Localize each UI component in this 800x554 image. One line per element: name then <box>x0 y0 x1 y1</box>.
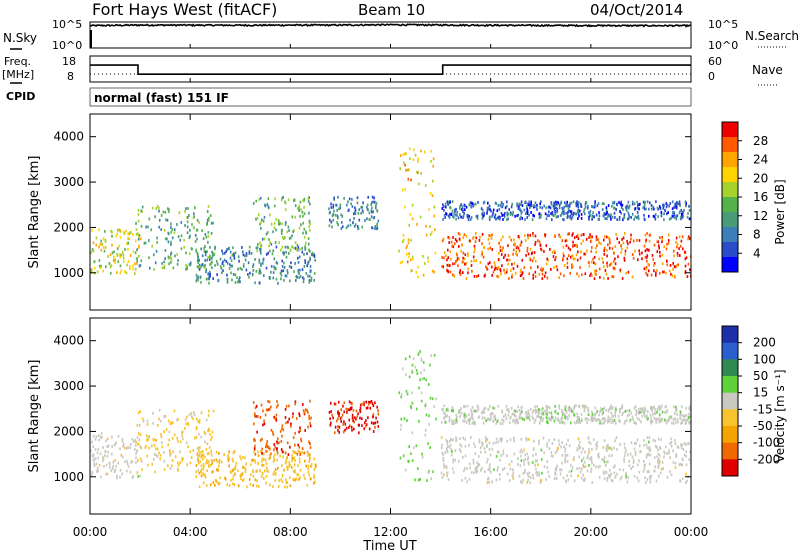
nsky-series-line <box>89 23 692 28</box>
y-tick-label: 3000 <box>53 379 84 393</box>
power-colorbar-swatch <box>722 152 738 168</box>
velocity-colorbar-swatch <box>722 426 738 444</box>
nsky-label: N.Sky <box>3 31 37 45</box>
velocity-scatter-region <box>195 449 317 489</box>
velocity-colorbar-tick-label: 100 <box>753 352 776 366</box>
velocity-scatter-region <box>90 431 142 480</box>
cpid-label: CPID <box>6 90 35 103</box>
power-colorbar-tick-label: 24 <box>753 153 768 167</box>
power-scatter-region <box>252 195 312 253</box>
velocity-y-axis-title: Slant Range [km] <box>27 360 42 473</box>
velocity-scatter-region <box>440 404 691 426</box>
velocity-colorbar-tick-label: -15 <box>753 402 773 416</box>
velocity-colorbar-swatch <box>722 359 738 377</box>
power-colorbar-swatch <box>722 182 738 198</box>
power-colorbar-swatch <box>722 212 738 228</box>
power-scatter-region <box>441 200 691 222</box>
noise-tick-top: 10^5 <box>52 18 82 31</box>
velocity-colorbar-tick-label: -50 <box>753 419 773 433</box>
velocity-scatter-region <box>252 399 312 457</box>
power-scatter-region <box>398 147 437 279</box>
date-label: 04/Oct/2014 <box>590 1 683 19</box>
nave-label: Nave <box>752 63 783 77</box>
velocity-colorbar-tick-label: 50 <box>753 369 768 383</box>
noise-tick-bottom-right: 10^0 <box>708 39 738 52</box>
velocity-colorbar-swatch <box>722 392 738 410</box>
nave-tick-top: 60 <box>708 55 722 68</box>
freq-tick-bottom: 8 <box>67 70 74 83</box>
freq-tick-top: 18 <box>62 55 76 68</box>
power-colorbar-tick-label: 28 <box>753 134 768 148</box>
x-tick-label: 16:00 <box>473 525 508 539</box>
station-title: Fort Hays West (fitACF) <box>92 0 277 19</box>
x-tick-label: 12:00 <box>373 525 408 539</box>
velocity-colorbar-swatch <box>722 376 738 394</box>
power-colorbar-swatch <box>722 197 738 213</box>
velocity-colorbar-swatch <box>722 459 738 477</box>
power-colorbar-title: Power [dB] <box>773 179 787 244</box>
freq-label: Freq. <box>4 55 31 68</box>
y-tick-label: 2000 <box>53 220 84 234</box>
power-scatter-region <box>135 205 216 271</box>
x-tick-label: 04:00 <box>173 525 208 539</box>
y-tick-label: 1000 <box>53 266 84 280</box>
x-tick-label: 08:00 <box>273 525 308 539</box>
noise-tick-bottom: 10^0 <box>52 39 82 52</box>
power-scatter-region <box>328 195 380 231</box>
y-tick-label: 1000 <box>53 470 84 484</box>
power-colorbar-swatch <box>722 242 738 258</box>
freq-unit-label: [MHz] <box>2 68 34 81</box>
velocity-colorbar-swatch <box>722 409 738 427</box>
power-scatter-region <box>195 245 316 285</box>
power-colorbar-swatch <box>722 227 738 243</box>
velocity-colorbar-title: Velocity [m s⁻¹] <box>773 369 787 462</box>
nave-tick-bottom: 0 <box>708 70 715 83</box>
power-scatter-region <box>90 228 142 275</box>
freq-series-line <box>90 64 691 75</box>
velocity-colorbar-tick-label: 200 <box>753 336 776 350</box>
noise-tick-top-right: 10^5 <box>708 18 738 31</box>
velocity-scatter-region <box>440 436 691 485</box>
y-tick-label: 2000 <box>53 424 84 438</box>
x-axis-title: Time UT <box>362 539 416 554</box>
y-tick-label: 3000 <box>53 175 84 189</box>
velocity-colorbar-swatch <box>722 442 738 460</box>
y-tick-label: 4000 <box>53 130 84 144</box>
power-scatter-region <box>441 232 691 281</box>
power-colorbar-tick-label: 20 <box>753 171 768 185</box>
power-colorbar-swatch <box>722 167 738 183</box>
velocity-scatter-region <box>398 350 437 482</box>
velocity-colorbar-tick-label: -100 <box>753 436 780 450</box>
cpid-panel <box>89 87 692 107</box>
velocity-panel <box>89 317 692 515</box>
beam-label: Beam 10 <box>358 1 425 19</box>
velocity-colorbar-swatch <box>722 342 738 360</box>
power-colorbar-tick-label: 4 <box>753 246 761 260</box>
power-colorbar-swatch <box>722 122 738 138</box>
y-tick-label: 4000 <box>53 334 84 348</box>
velocity-scatter-region <box>135 408 215 474</box>
power-colorbar-tick-label: 12 <box>753 209 768 223</box>
power-colorbar-tick-label: 8 <box>753 228 761 242</box>
x-tick-label: 00:00 <box>674 525 709 539</box>
velocity-colorbar-tick-label: -200 <box>753 452 780 466</box>
x-tick-label: 20:00 <box>574 525 609 539</box>
cpid-text: normal (fast) 151 IF <box>94 91 229 105</box>
x-tick-label: 00:00 <box>73 525 108 539</box>
power-y-axis-title: Slant Range [km] <box>27 156 42 269</box>
power-colorbar-swatch <box>722 257 738 273</box>
velocity-colorbar-swatch <box>722 326 738 344</box>
power-colorbar-swatch <box>722 137 738 153</box>
power-colorbar-tick-label: 16 <box>753 190 768 204</box>
nsearch-label: N.Search <box>745 29 799 43</box>
velocity-colorbar-tick-label: 15 <box>753 386 768 400</box>
velocity-scatter-region <box>328 400 380 435</box>
